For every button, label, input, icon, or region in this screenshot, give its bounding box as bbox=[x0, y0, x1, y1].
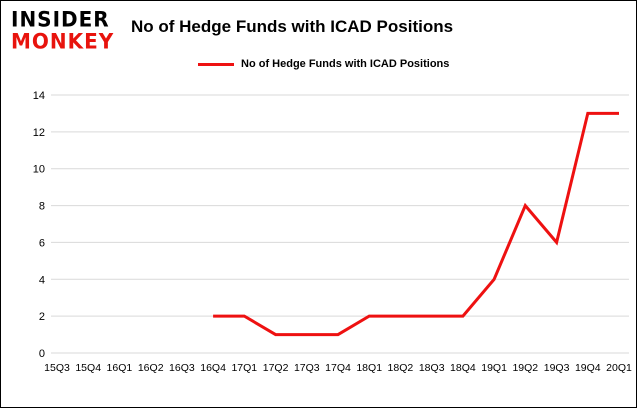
chart-header: INSIDER MONKEY No of Hedge Funds with IC… bbox=[11, 6, 454, 54]
x-tick-label: 18Q4 bbox=[450, 362, 476, 374]
line-chart: 0 2 4 6 8 10 12 14 15Q3 15Q4 16Q1 16Q2 16Q3 16Q4 17Q1 1… bbox=[33, 90, 632, 374]
x-tick-label: 17Q4 bbox=[325, 362, 351, 374]
y-tick-label: 8 bbox=[39, 201, 45, 213]
x-tick-label: 19Q2 bbox=[512, 362, 538, 374]
y-tick-label: 10 bbox=[33, 164, 45, 176]
y-tick-label: 6 bbox=[39, 237, 45, 249]
x-tick-label: 20Q1 bbox=[606, 362, 632, 374]
logo-word-monkey: MONKEY bbox=[11, 28, 115, 54]
x-tick-label: 17Q1 bbox=[231, 362, 257, 374]
y-tick-label: 4 bbox=[39, 274, 45, 286]
x-tick-label: 15Q3 bbox=[44, 362, 70, 374]
logo-word-insider: INSIDER bbox=[11, 6, 110, 32]
x-tick-label: 19Q1 bbox=[481, 362, 507, 374]
y-tick-label: 2 bbox=[39, 311, 45, 323]
legend: No of Hedge Funds with ICAD Positions bbox=[198, 58, 449, 70]
chart-title: No of Hedge Funds with ICAD Positions bbox=[131, 17, 454, 36]
x-tick-label: 16Q2 bbox=[138, 362, 164, 374]
x-tick-label: 19Q4 bbox=[575, 362, 601, 374]
x-tick-label: 16Q1 bbox=[107, 362, 133, 374]
x-tick-label: 18Q3 bbox=[419, 362, 445, 374]
y-tick-label: 0 bbox=[39, 348, 45, 360]
y-tick-label: 14 bbox=[33, 90, 45, 102]
x-tick-label: 17Q2 bbox=[263, 362, 289, 374]
x-tick-label: 18Q2 bbox=[388, 362, 414, 374]
legend-label: No of Hedge Funds with ICAD Positions bbox=[241, 58, 450, 70]
x-tick-label: 16Q4 bbox=[200, 362, 226, 374]
y-tick-label: 12 bbox=[33, 127, 45, 139]
series-line bbox=[213, 111, 619, 337]
x-tick-label: 18Q1 bbox=[356, 362, 382, 374]
x-tick-label: 16Q3 bbox=[169, 362, 195, 374]
x-tick-label: 15Q4 bbox=[75, 362, 101, 374]
legend-line-swatch bbox=[198, 62, 234, 66]
insider-monkey-logo: INSIDER MONKEY bbox=[11, 6, 123, 54]
x-tick-label: 17Q3 bbox=[294, 362, 320, 374]
x-tick-label: 19Q3 bbox=[544, 362, 570, 374]
